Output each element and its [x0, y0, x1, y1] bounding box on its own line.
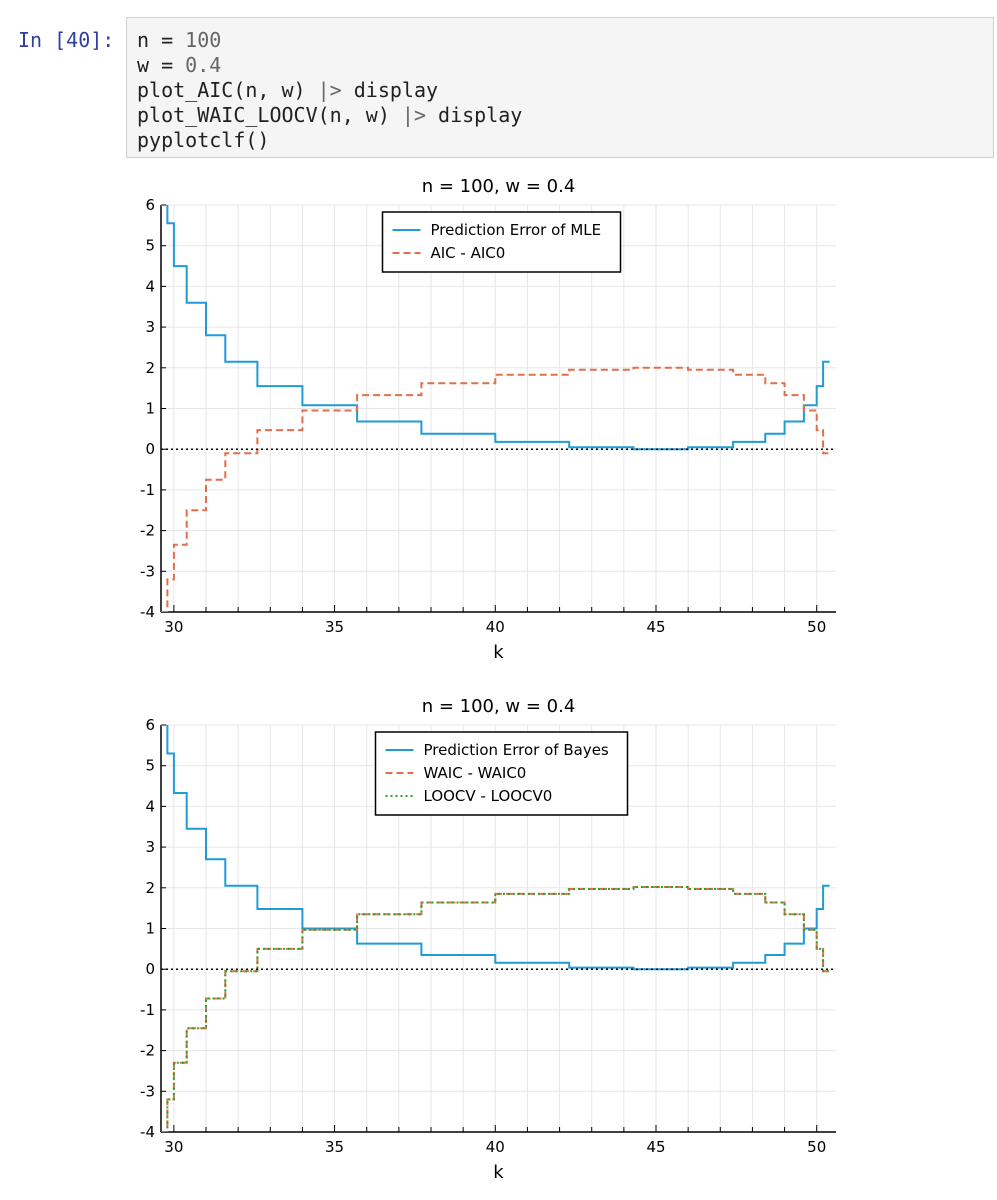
aic-chart: n = 100, w = 0.430 35 40 45 50-4-3-2-1012345…	[140, 176, 836, 663]
y-tick-label: -1	[140, 481, 155, 499]
x-tick-label: 40	[486, 1138, 505, 1156]
legend-box	[374, 731, 629, 816]
y-tick-label: 4	[145, 797, 155, 815]
y-tick-label: -2	[140, 522, 155, 540]
y-tick-label: 3	[145, 838, 155, 856]
y-tick-label: -2	[140, 1042, 155, 1060]
y-tick-label: -4	[140, 603, 155, 621]
series-line	[161, 886, 830, 1132]
x-tick-label: 50	[807, 1138, 826, 1156]
y-tick-label: 2	[145, 879, 155, 897]
x-tick-label: 45	[646, 618, 665, 636]
x-axis-label: k	[493, 642, 504, 663]
series-line	[161, 366, 830, 612]
x-tick-label: 35	[325, 1138, 344, 1156]
y-tick-label: 5	[145, 237, 155, 255]
code-line: plot_AIC(n, w) |> display	[137, 78, 439, 102]
code-line: pyplotclf()	[137, 128, 270, 152]
y-tick-label: 6	[145, 196, 155, 214]
y-tick-label: 6	[145, 716, 155, 734]
legend-label: LOOCV - LOOCV0	[424, 787, 553, 805]
legend-label: Prediction Error of MLE	[431, 221, 602, 239]
code-line: w = 0.4	[137, 53, 222, 77]
legend-label: Prediction Error of Bayes	[424, 741, 609, 759]
legend-box	[381, 211, 622, 273]
plot-area	[161, 205, 830, 612]
y-tick-label: -3	[140, 1082, 155, 1100]
code-line: plot_WAIC_LOOCV(n, w) |> display	[137, 103, 523, 127]
code-cell[interactable]: n = 100 w = 0.4 plot_AIC(n, w) |> displa…	[126, 17, 994, 158]
y-tick-label: 1	[145, 920, 155, 938]
code-line: n = 100	[137, 28, 222, 52]
y-tick-label: 1	[145, 400, 155, 418]
x-tick-label: 30	[164, 618, 183, 636]
waic-loocv-chart: n = 100, w = 0.430 35 40 45 50-4-3-2-1012345…	[140, 696, 836, 1183]
y-tick-label: 2	[145, 359, 155, 377]
legend-label: AIC - AIC0	[431, 244, 506, 262]
x-tick-label: 35	[325, 618, 344, 636]
series-line	[161, 725, 830, 971]
x-tick-label: 40	[486, 618, 505, 636]
y-tick-label: -3	[140, 562, 155, 580]
y-tick-label: 3	[145, 318, 155, 336]
legend: Prediction Error of Bayes WAIC - WAIC0 LOO…	[374, 731, 629, 816]
y-tick-label: 5	[145, 757, 155, 775]
y-tick-label: 4	[145, 277, 155, 295]
x-axis-label: k	[493, 1162, 504, 1183]
x-tick-label: 45	[646, 1138, 665, 1156]
code-editor[interactable]: n = 100 w = 0.4 plot_AIC(n, w) |> displa…	[137, 28, 983, 153]
chart-title: n = 100, w = 0.4	[422, 176, 576, 197]
chart-title: n = 100, w = 0.4	[422, 696, 576, 717]
legend-label: WAIC - WAIC0	[424, 764, 527, 782]
y-tick-label: -4	[140, 1123, 155, 1141]
legend: Prediction Error of MLE AIC - AIC0	[381, 211, 622, 273]
y-tick-label: 0	[145, 960, 155, 978]
x-tick-label: 30	[164, 1138, 183, 1156]
series-line	[161, 205, 830, 451]
y-tick-label: -1	[140, 1001, 155, 1019]
y-tick-label: 0	[145, 440, 155, 458]
input-prompt: In [40]:	[18, 28, 115, 52]
x-tick-label: 50	[807, 618, 826, 636]
plot-area	[161, 725, 830, 1132]
